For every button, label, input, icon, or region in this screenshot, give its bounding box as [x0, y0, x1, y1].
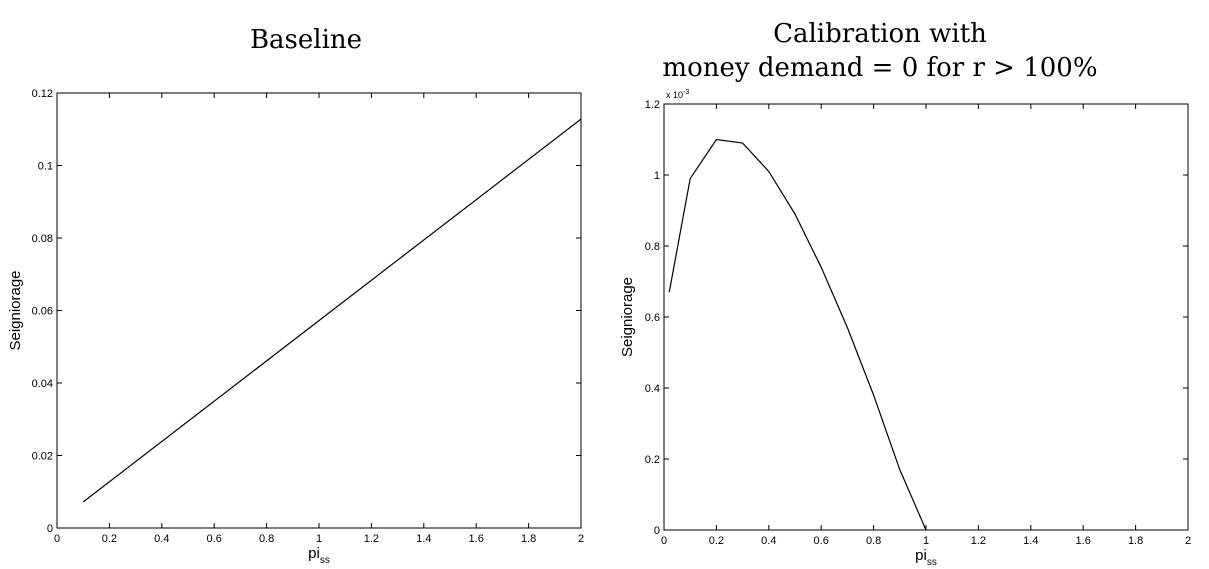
x-tick-label: 1	[923, 535, 929, 547]
y-tick-label: 0.12	[32, 88, 53, 100]
y-tick-label: 0.8	[645, 241, 660, 253]
y-tick-label: 0.04	[32, 378, 53, 390]
y-axis-label: Seigniorage	[619, 277, 636, 357]
x-tick-label: 0	[54, 533, 60, 545]
y-tick-label: 0	[654, 525, 660, 537]
x-tick-label: 2	[1185, 535, 1191, 547]
x-tick-label: 1.8	[1128, 535, 1143, 547]
x-tick-label: 0.2	[102, 533, 117, 545]
y-tick-label: 0.06	[32, 306, 53, 318]
series-line-1	[82, 118, 582, 503]
chart-title-line: money demand = 0 for r > 100%	[662, 53, 1097, 83]
x-tick-label: 0.4	[154, 533, 169, 545]
x-tick-label: 1.2	[364, 533, 379, 545]
x-tick-label: 1	[316, 533, 322, 545]
series-line-1	[668, 138, 927, 531]
x-tick-label: 1.4	[416, 533, 431, 545]
plot-frame	[663, 103, 1189, 531]
x-tick-label: 0.4	[761, 535, 776, 547]
y-tick-label: 0.08	[32, 233, 53, 245]
y-tick-label: 0.1	[38, 161, 53, 173]
x-tick-label: 1.8	[521, 533, 536, 545]
x-tick-label: 2	[578, 533, 584, 545]
x-tick-label: 1.6	[1076, 535, 1091, 547]
x-tick-label: 0	[661, 535, 667, 547]
y-tick-label: 0.4	[645, 383, 660, 395]
y-tick-label: 0.2	[645, 454, 660, 466]
x-tick-label: 0.8	[259, 533, 274, 545]
x-axis-label: piss	[915, 547, 937, 568]
y-exponent-label: x 10-3	[666, 89, 689, 100]
plot-frame	[56, 92, 582, 529]
chart-panel-2: Calibration with money demand = 0 for r >…	[619, 19, 1191, 568]
y-tick-label: 1	[654, 170, 660, 182]
x-tick-label: 1.6	[469, 533, 484, 545]
x-axis-label: piss	[308, 545, 330, 566]
x-tick-label: 0.2	[709, 535, 724, 547]
x-tick-label: 0.8	[866, 535, 881, 547]
y-axis-label: Seigniorage	[7, 270, 24, 350]
y-tick-label: 0.02	[32, 451, 53, 463]
x-tick-label: 1.4	[1023, 535, 1038, 547]
chart-title-line: Calibration with	[773, 19, 987, 49]
y-tick-label: 0.6	[645, 312, 660, 324]
x-tick-label: 0.6	[207, 533, 222, 545]
y-tick-label: 0	[47, 523, 53, 535]
x-tick-label: 1.2	[971, 535, 986, 547]
chart-title-line: Baseline	[250, 25, 362, 55]
chart-panel-1: Baseline 0 0.2 0.4 0.6 0.8 1 1.2 1.4 1.6 1.8 2 0 0.02…	[7, 25, 584, 566]
x-tick-label: 0.6	[814, 535, 829, 547]
y-tick-label: 1.2	[645, 99, 660, 111]
